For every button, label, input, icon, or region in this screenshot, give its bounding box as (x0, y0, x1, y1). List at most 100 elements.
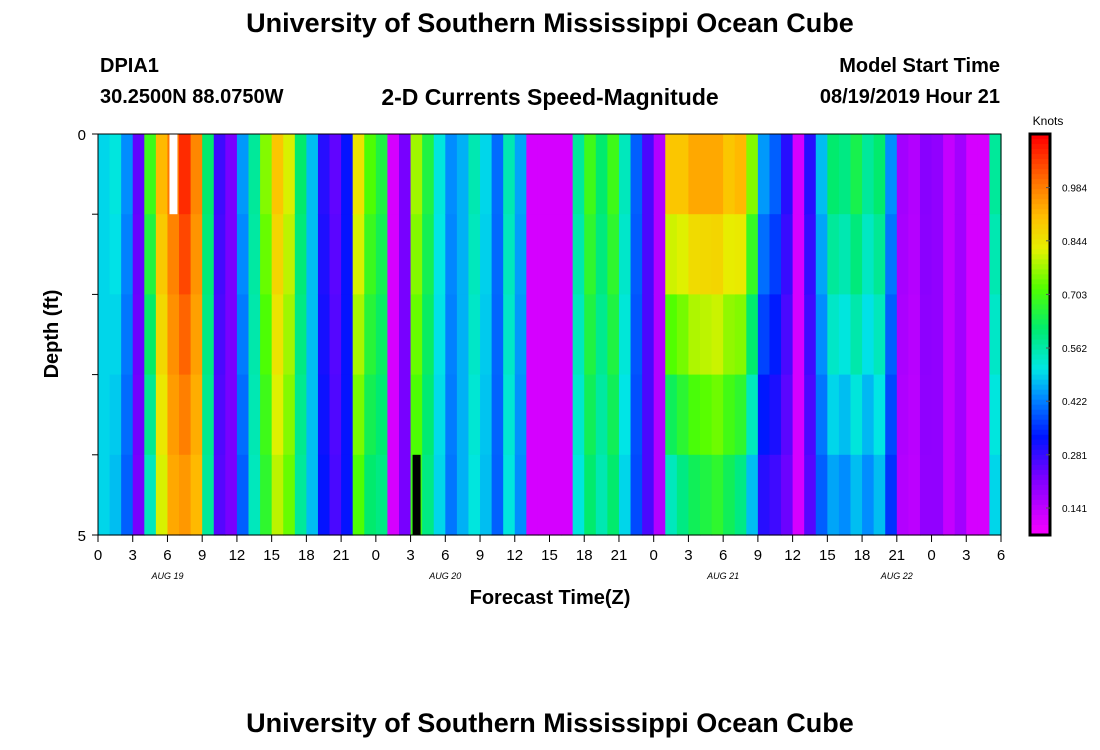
heatmap-cell (572, 214, 585, 295)
x-tick-label: 12 (506, 547, 523, 564)
heatmap-cell (711, 214, 724, 295)
colorbar-segment (1030, 284, 1050, 290)
heatmap-cell (711, 134, 724, 215)
x-tick-label: 3 (406, 547, 414, 564)
heatmap-cell (179, 214, 192, 295)
heatmap-cell (248, 294, 261, 376)
x-tick-label: 21 (333, 547, 350, 564)
heatmap-cell (815, 214, 828, 295)
heatmap-cell (781, 374, 794, 456)
heatmap-cell (896, 214, 909, 295)
heatmap-cell (179, 294, 192, 376)
colorbar-segment (1030, 439, 1050, 446)
heatmap-cell (503, 134, 516, 215)
heatmap-cell (885, 374, 898, 456)
colorbar-segment (1030, 504, 1050, 511)
heatmap-cell (306, 134, 319, 215)
heatmap-cell (260, 134, 273, 215)
heatmap-cell (364, 214, 377, 295)
x-axis-label: Forecast Time(Z) (470, 587, 631, 609)
heatmap-cell (526, 454, 539, 536)
heatmap-cell (387, 374, 400, 456)
colorbar-segment (1030, 364, 1050, 371)
heatmap-cell (676, 454, 690, 536)
heatmap-cell (225, 374, 238, 456)
heatmap-cell (769, 214, 782, 295)
heatmap-cell (989, 294, 1002, 376)
heatmap-cell (676, 374, 690, 456)
heatmap-cell (908, 294, 921, 376)
heatmap-cell (271, 294, 284, 376)
heatmap-cell (549, 214, 562, 295)
colorbar-segment (1030, 289, 1050, 295)
heatmap-cell (584, 294, 597, 376)
heatmap-cell (190, 134, 203, 215)
colorbar-segment (1030, 189, 1050, 195)
heatmap-cell (144, 294, 157, 376)
heatmap-cell (989, 374, 1002, 456)
heatmap-cell (456, 374, 470, 456)
heatmap-cell (514, 454, 527, 536)
heatmap-cell (121, 294, 134, 376)
heatmap-cell (769, 134, 782, 215)
colorbar-segment (1030, 464, 1050, 471)
heatmap-cell (480, 134, 493, 215)
heatmap-cell (399, 294, 412, 376)
heatmap-cell (468, 214, 481, 295)
footer-title: University of Southern Mississippi Ocean… (246, 708, 854, 738)
heatmap-cell (155, 374, 169, 456)
heatmap-cell (734, 214, 747, 295)
colorbar-segment (1030, 484, 1050, 491)
heatmap-cell (456, 454, 470, 536)
heatmap-cell (271, 454, 284, 536)
heatmap-cell (804, 214, 817, 295)
heatmap-cell (341, 454, 354, 536)
x-tick-label: 12 (784, 547, 801, 564)
heatmap-cell (919, 454, 933, 536)
heatmap-cell (294, 374, 307, 456)
heatmap-cell (607, 134, 620, 215)
heatmap-cell (723, 134, 736, 215)
heatmap-cell (653, 214, 666, 295)
heatmap-cell (618, 454, 632, 536)
heatmap-cell (584, 214, 597, 295)
heatmap-cell (480, 454, 493, 536)
heatmap-cell (294, 214, 307, 295)
heatmap-cell (399, 374, 412, 456)
heatmap-cell (375, 134, 389, 215)
heatmap-cell (352, 134, 365, 215)
heatmap-cell (757, 134, 771, 215)
heatmap-cell (167, 294, 180, 376)
heatmap-cell (294, 134, 307, 215)
colorbar-tick-label: 0.984 (1062, 184, 1087, 195)
heatmap-cell (711, 374, 724, 456)
heatmap-cell (723, 374, 736, 456)
heatmap-cell (815, 454, 828, 536)
heatmap-cell (98, 294, 111, 376)
heatmap-cell (595, 294, 608, 376)
heatmap-cell (433, 214, 446, 295)
colorbar-segment (1030, 249, 1050, 255)
colorbar-segment (1030, 244, 1050, 250)
heatmap-cell (121, 214, 134, 295)
heatmap-cell (561, 214, 574, 295)
heatmap-cell (908, 214, 921, 295)
heatmap-cell (109, 134, 122, 215)
heatmap-cell (491, 134, 504, 215)
heatmap-cell (838, 214, 852, 295)
heatmap-cell (815, 134, 828, 215)
colorbar-segment (1030, 199, 1050, 205)
heatmap-cell (213, 134, 226, 215)
chart-axes: 0 3 6 9 12 15 18 21 0 3 6 9 12 15 18 21 0 3 6 9 12 15 18 21 0 3 6 A… (78, 127, 1006, 581)
heatmap-cell (422, 294, 435, 376)
colorbar-segment (1030, 319, 1050, 326)
heatmap-cell (804, 294, 817, 376)
heatmap-cell (179, 374, 192, 456)
heatmap-cell (341, 134, 354, 215)
heatmap-cell (306, 374, 319, 456)
heatmap-cell (665, 374, 678, 456)
x-tick-label: 0 (372, 547, 380, 564)
colorbar-segment (1030, 384, 1050, 391)
heatmap-cell (676, 214, 690, 295)
heatmap-cell (456, 214, 470, 295)
